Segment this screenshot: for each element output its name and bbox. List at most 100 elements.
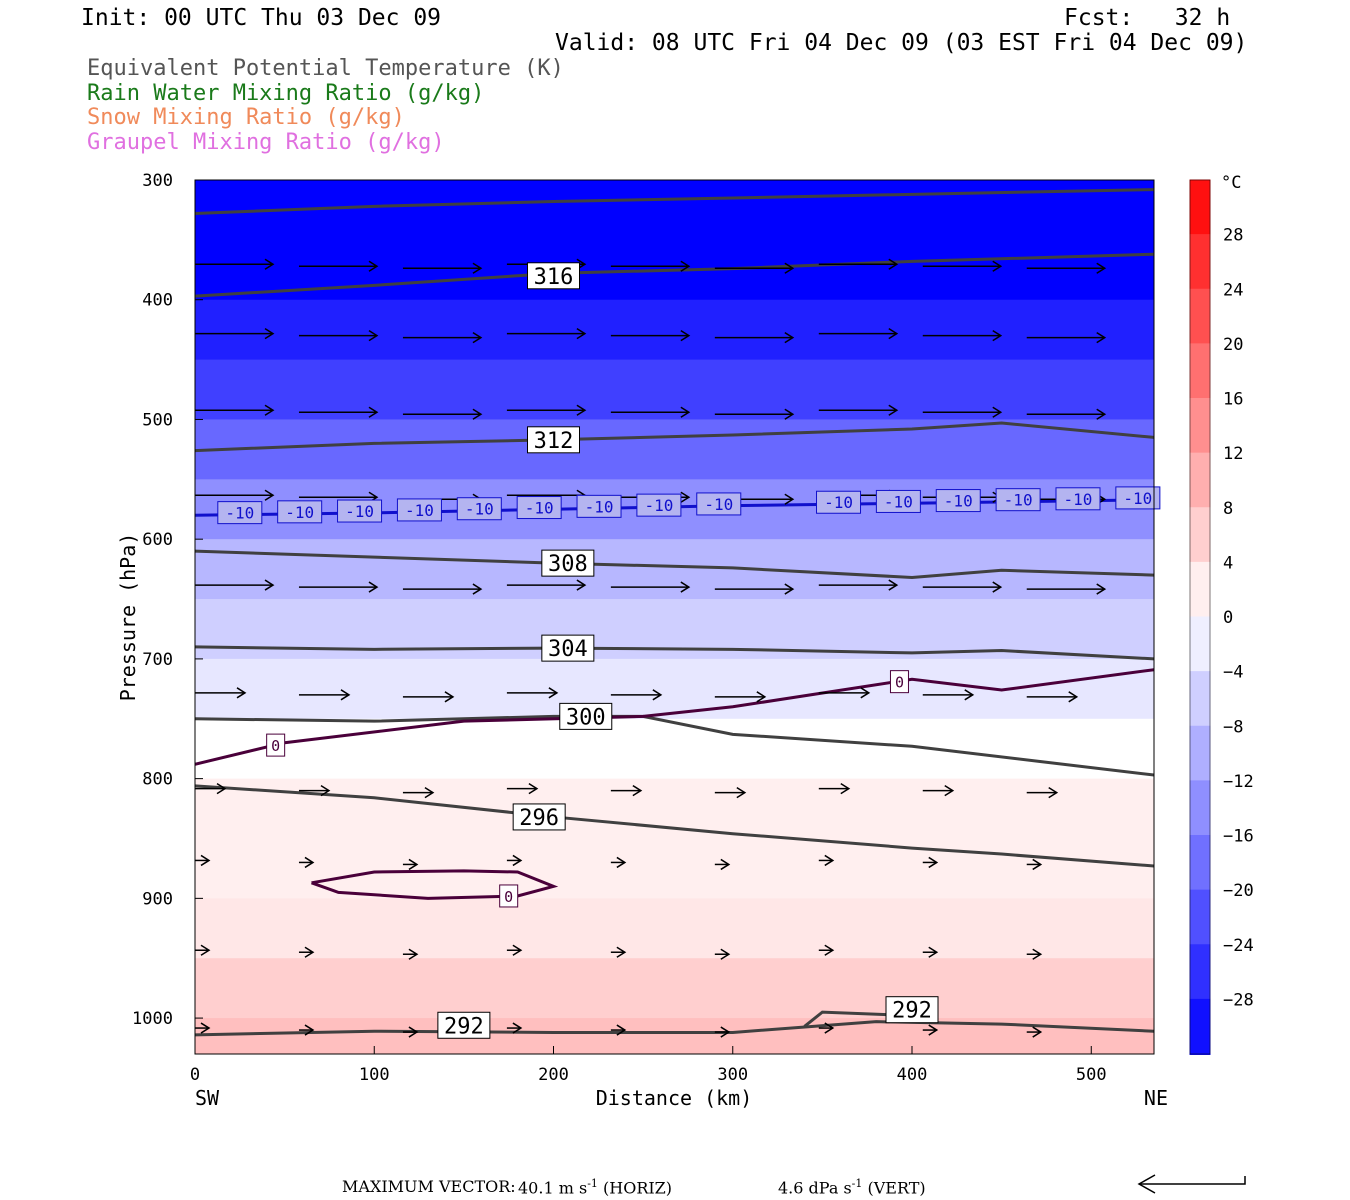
wind-vector-head <box>784 408 795 420</box>
init-time: Init: 00 UTC Thu 03 Dec 09 <box>81 5 442 31</box>
wind-vector-head <box>784 332 795 344</box>
wind-vector-head <box>408 948 419 960</box>
temperature-contour-label: -10 <box>345 502 374 521</box>
theta-e-contour <box>195 252 1154 298</box>
theta-e-contour-label: 292 <box>444 1014 484 1039</box>
wind-vector-head <box>1096 262 1107 274</box>
colorbar-swatch <box>1189 398 1211 455</box>
wind-vector-head <box>472 408 483 420</box>
wind-vector-head <box>512 944 523 956</box>
zero-contour-label: 0 <box>271 737 280 755</box>
temperature-contour-label: -10 <box>525 499 554 518</box>
y-tick-label: 900 <box>142 889 173 909</box>
temperature-contour-label: -10 <box>285 503 314 522</box>
forecast-hour: Fcst: 32 h <box>1064 5 1231 31</box>
colorbar-tick-label: 16 <box>1223 390 1243 410</box>
y-tick-label: 800 <box>142 770 173 790</box>
wind-vector-head <box>472 583 483 595</box>
wind-vector-head <box>680 330 691 342</box>
contour-label-box <box>527 426 581 454</box>
temperature-label-box <box>875 489 921 513</box>
contour-label-box <box>885 996 939 1024</box>
wind-vector-head <box>576 328 587 340</box>
theta-e-contour-label: 300 <box>566 705 606 730</box>
temperature-contour-label: -10 <box>465 500 494 519</box>
wind-vector-head <box>512 854 523 867</box>
colorbar-swatch <box>1189 343 1211 400</box>
wind-vector-head <box>200 854 211 867</box>
wind-vector-head <box>340 689 351 701</box>
wind-vector-head <box>944 784 955 797</box>
wind-vector-head <box>472 332 483 344</box>
colorbar-unit: °C <box>1221 173 1241 193</box>
wind-vector-head <box>632 784 643 797</box>
x-axis-label: Distance (km) <box>596 1086 753 1110</box>
temperature-label-box <box>217 501 263 525</box>
sw-end-label: SW <box>195 1086 220 1110</box>
ne-end-label: NE <box>1144 1086 1168 1110</box>
colorbar-swatch <box>1189 671 1211 728</box>
temperature-label-box <box>337 499 383 523</box>
wind-vector-head <box>720 1026 731 1038</box>
x-tick-label: 500 <box>1076 1065 1107 1085</box>
wind-vector-head <box>824 854 835 867</box>
theta-e-contour-label: 312 <box>534 429 574 454</box>
colorbar-tick-label: 0 <box>1223 608 1233 628</box>
wind-vector-head <box>264 489 275 501</box>
temperature-contour-label: -10 <box>884 492 913 511</box>
legend-graupel: Graupel Mixing Ratio (g/kg) <box>87 130 445 155</box>
theta-e-contour-label: 316 <box>534 265 574 290</box>
x-tick-label: 300 <box>717 1065 748 1085</box>
temperature-band <box>195 359 1154 421</box>
wind-vector-head <box>528 782 539 795</box>
wind-vector-head <box>576 579 587 591</box>
wind-vector-head <box>236 687 247 699</box>
max-vector-horiz: 40.1 m s-1 (HORIZ) <box>518 1177 673 1198</box>
wind-vector-head <box>824 944 835 956</box>
theta-e-contour <box>195 1020 1154 1037</box>
colorbar-swatch <box>1189 507 1211 564</box>
temperature-contour-label: -10 <box>1004 491 1033 510</box>
temperature-band <box>195 778 1154 900</box>
y-tick-label: 400 <box>142 291 173 311</box>
wind-vector-head <box>616 856 627 869</box>
temperature-label-box <box>696 492 742 516</box>
wind-vector-head <box>888 328 899 340</box>
colorbar-swatch <box>1189 998 1211 1055</box>
x-tick-label: 100 <box>359 1065 390 1085</box>
wind-vector-head <box>264 328 275 340</box>
colorbar-tick-label: −4 <box>1223 663 1243 683</box>
temperature-label-box <box>516 496 562 520</box>
wind-vector-head <box>840 782 851 795</box>
wind-vector-head <box>928 856 939 869</box>
wind-vector-head <box>216 782 227 795</box>
wind-vector-head <box>992 260 1003 272</box>
zero-contour-label: 0 <box>504 888 513 906</box>
wind-vector-head <box>1032 948 1043 960</box>
colorbar-tick-label: 24 <box>1223 280 1243 300</box>
theta-e-contour <box>803 1010 913 1028</box>
temperature-band <box>195 958 1154 1020</box>
zero-label-box <box>889 670 909 694</box>
colorbar-tick-label: 20 <box>1223 335 1243 355</box>
wind-vector-head <box>928 946 939 958</box>
wind-vector-head <box>1048 786 1059 799</box>
temperature-band <box>195 718 1154 780</box>
colorbar-swatch <box>1189 452 1211 509</box>
wind-vector-head <box>680 581 691 593</box>
wind-vector-head <box>784 493 795 505</box>
colorbar-tick-label: −24 <box>1223 936 1254 956</box>
theta-e-contour-label: 308 <box>548 552 588 577</box>
theta-e-contour <box>195 645 1154 661</box>
temperature-band <box>195 898 1154 960</box>
wind-vector-head <box>1096 408 1107 420</box>
colorbar-swatch <box>1189 725 1211 782</box>
wind-vector-head <box>368 581 379 593</box>
temperature-label-box <box>576 494 622 518</box>
wind-vector-head <box>320 784 331 797</box>
wind-vector-head <box>264 258 275 270</box>
temperature-label-box <box>1115 486 1161 510</box>
theta-e-contour-label: 296 <box>519 806 559 831</box>
wind-vector-head <box>616 946 627 958</box>
